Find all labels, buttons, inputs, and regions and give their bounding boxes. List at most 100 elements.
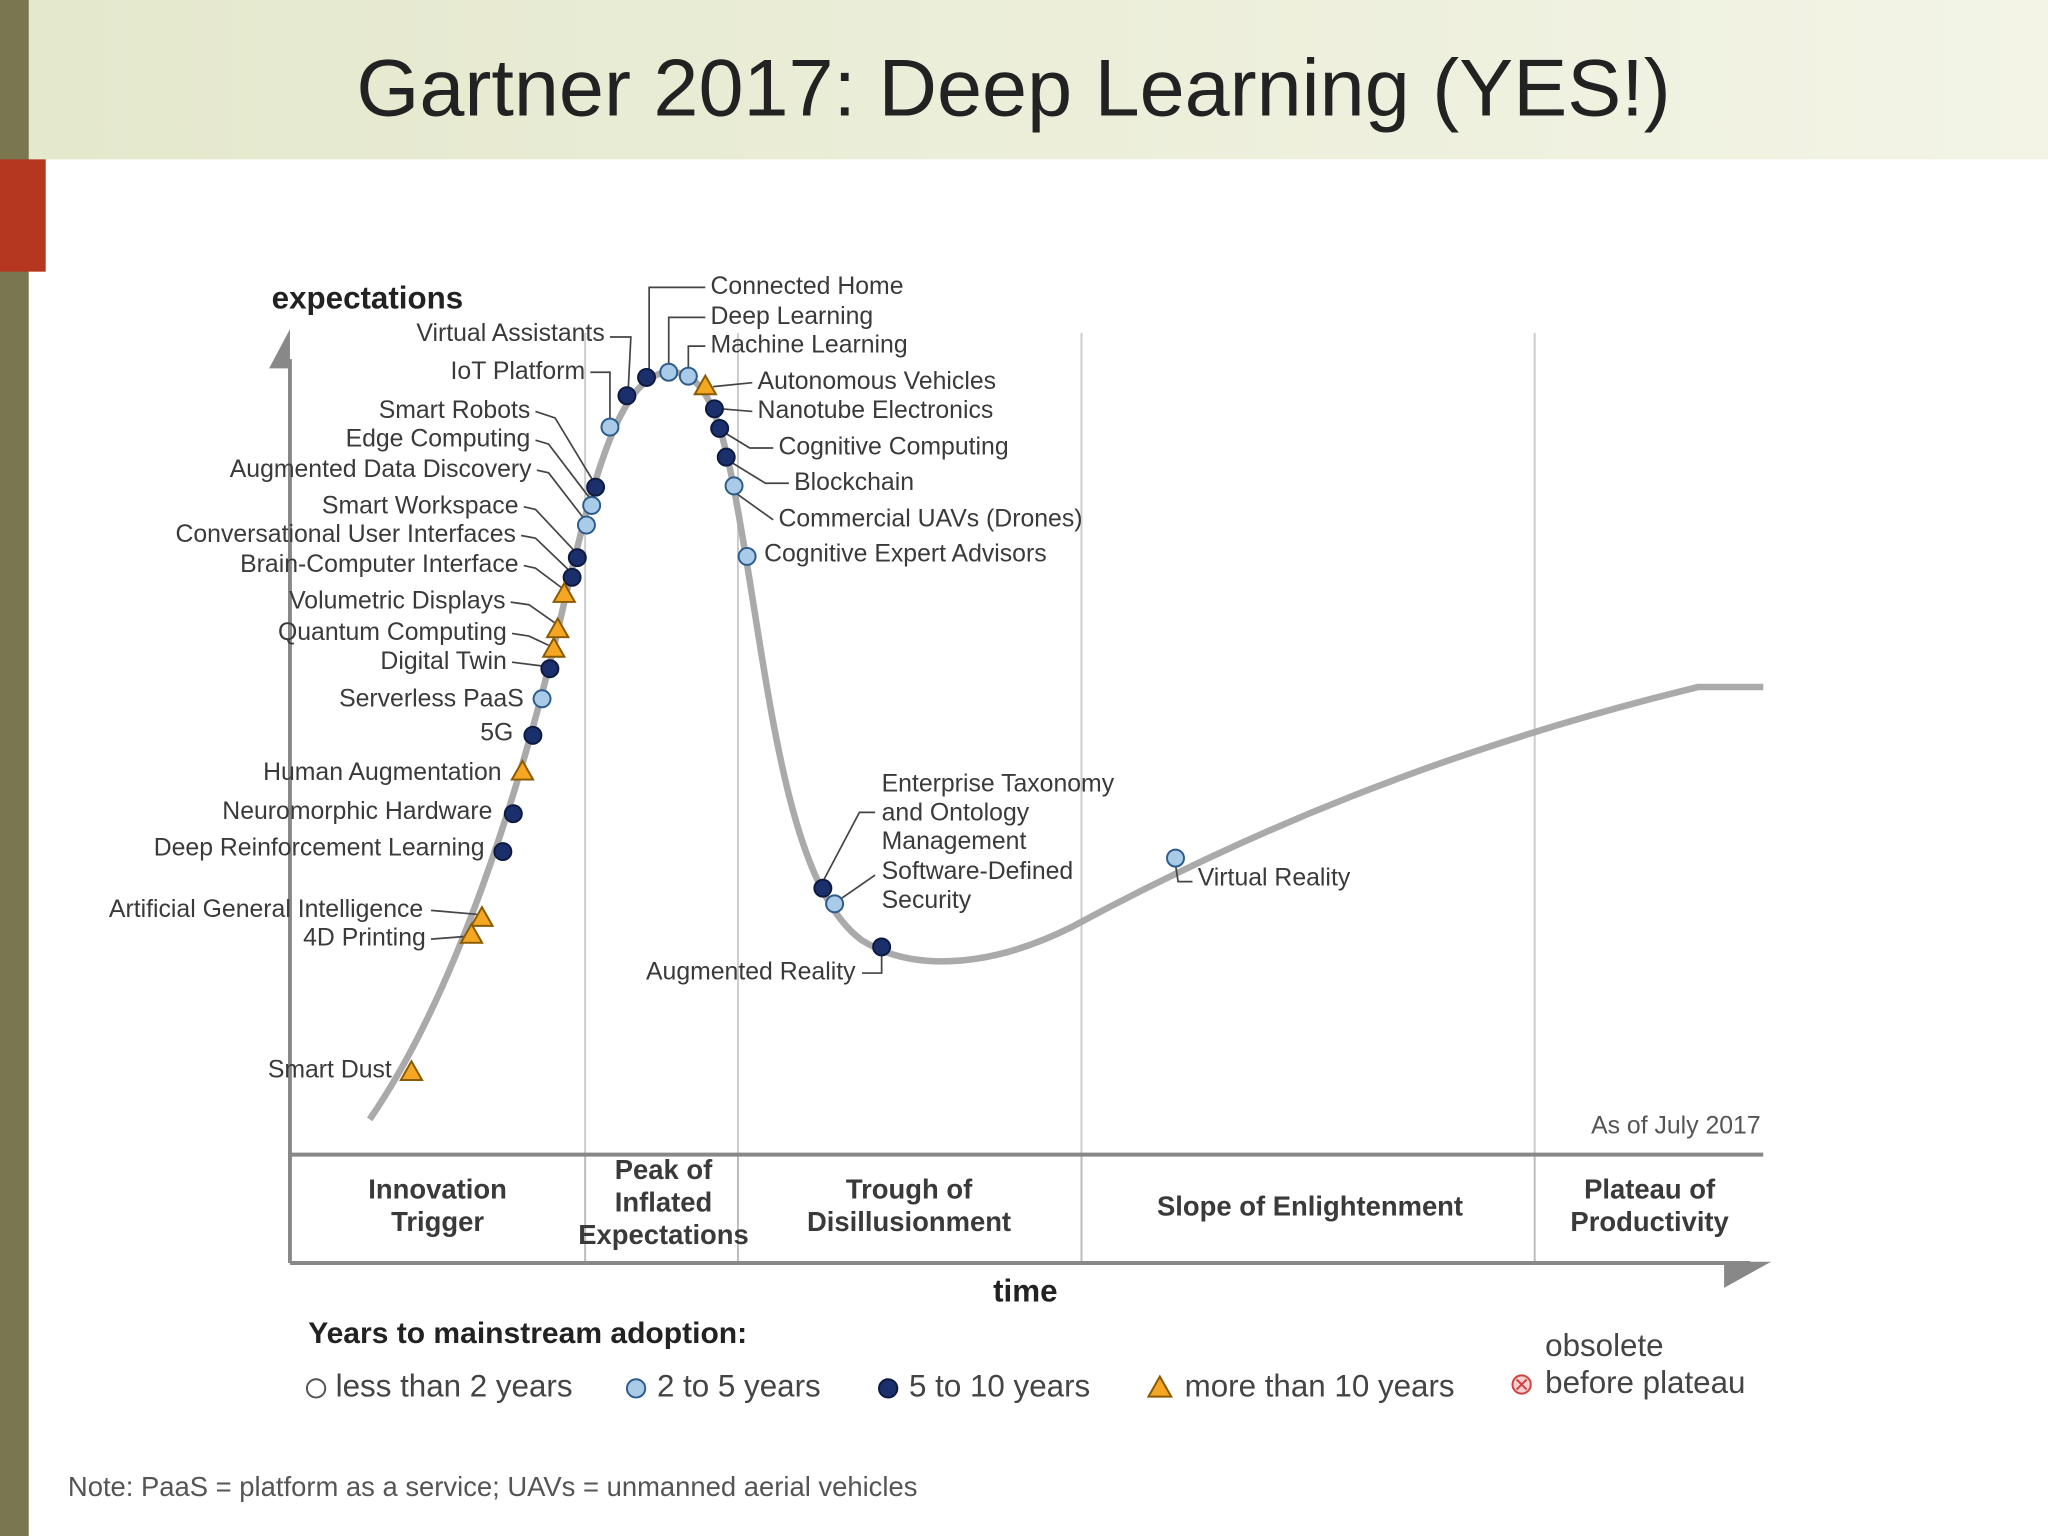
marker-circle	[540, 659, 560, 679]
marker-circle	[716, 447, 736, 467]
legend-label: 5 to 10 years	[909, 1369, 1090, 1404]
leader-line	[840, 874, 876, 900]
marker-triangle	[551, 581, 577, 603]
marker-circle	[523, 725, 543, 745]
marker-triangle	[545, 616, 571, 639]
technology-label: 4D Printing	[303, 925, 426, 952]
leader-line	[713, 381, 753, 388]
marker-circle	[586, 477, 606, 497]
marker-triangle	[693, 373, 718, 396]
slide-title: Gartner 2017: Deep Learning (YES!)	[356, 43, 1670, 133]
leader-line	[520, 534, 571, 572]
leader-line	[511, 632, 549, 646]
technology-label: Deep Learning	[711, 303, 874, 330]
marker-circle	[305, 1378, 327, 1399]
leader-line	[725, 432, 774, 449]
marker-circle	[710, 418, 730, 438]
leader-line	[590, 371, 611, 421]
technology-label: and Ontology	[882, 799, 1030, 826]
technology-label: Management	[882, 828, 1027, 855]
technology-label: Cognitive Expert Advisors	[764, 541, 1047, 568]
legend-label: more than 10 years	[1185, 1369, 1455, 1404]
leader-line	[523, 505, 576, 552]
phase-label: Trigger	[391, 1206, 484, 1237]
leader-line	[536, 469, 585, 520]
technology-label: Volumetric Displays	[289, 588, 505, 615]
phase-label: Plateau of	[1584, 1173, 1716, 1204]
marker-circle	[576, 515, 596, 535]
technology-label: Virtual Assistants	[416, 320, 604, 347]
marker-circle	[1166, 848, 1185, 868]
accent-block	[0, 159, 46, 272]
phase-label: Peak of	[615, 1154, 713, 1185]
leader-line	[687, 345, 706, 370]
marker-circle	[659, 362, 679, 382]
phase-label: Slope of Enlightenment	[1157, 1190, 1463, 1221]
as-of: As of July 2017	[1591, 1113, 1761, 1140]
technology-label: Brain-Computer Interface	[240, 551, 518, 578]
leader-line	[523, 564, 563, 589]
technology-label: Augmented Data Discovery	[230, 456, 532, 483]
technology-label: Nanotube Electronics	[758, 397, 994, 424]
marker-circle	[825, 894, 845, 914]
leader-line	[648, 286, 706, 371]
marker-triangle	[399, 1059, 424, 1081]
marker-triangle	[1146, 1374, 1173, 1398]
marker-circle	[878, 1378, 899, 1399]
phase-label: Expectations	[578, 1219, 749, 1250]
technology-label: Enterprise Taxonomy	[882, 771, 1115, 798]
legend-label: less than 2 years	[336, 1369, 573, 1404]
technology-label: Quantum Computing	[278, 619, 507, 646]
legend-label: before plateau	[1545, 1365, 1745, 1400]
marker-triangle	[459, 922, 484, 944]
leader-line	[430, 935, 466, 940]
legend-label: 2 to 5 years	[657, 1369, 821, 1404]
marker-circle	[600, 417, 620, 437]
x-axis-arrow	[1724, 1261, 1772, 1288]
technology-label: Edge Computing	[346, 426, 531, 453]
marker-circle	[503, 804, 523, 824]
technology-label: Conversational User Interfaces	[175, 521, 515, 548]
marker-circle	[493, 842, 513, 862]
note: Note: PaaS = platform as a service; UAVs…	[68, 1471, 918, 1502]
leader-line	[720, 407, 753, 413]
marker-circle	[637, 367, 656, 387]
technology-label: Human Augmentation	[263, 759, 501, 786]
leader-line	[822, 811, 876, 883]
technology-label: Security	[882, 887, 972, 914]
technology-label: Blockchain	[794, 469, 914, 496]
technology-label: Commercial UAVs (Drones)	[778, 505, 1082, 532]
technology-label: Virtual Reality	[1198, 865, 1351, 892]
marker-circle	[617, 386, 637, 406]
phase-label: Innovation	[368, 1173, 507, 1204]
marker-circle	[704, 399, 724, 419]
marker-triangle	[469, 905, 495, 927]
phase-label: Inflated	[615, 1186, 712, 1217]
leader-line	[862, 953, 883, 974]
leader-line	[535, 439, 592, 500]
leader-line	[736, 493, 774, 521]
leader-line	[510, 601, 556, 624]
marker-circle	[737, 546, 757, 566]
marker-circle	[562, 567, 582, 587]
marker-circle	[532, 689, 552, 709]
technology-label: Autonomous Vehicles	[758, 368, 996, 395]
marker-circle	[724, 476, 744, 496]
marker-circle	[582, 495, 602, 515]
y-axis-label: expectations	[272, 281, 464, 316]
leader-line	[535, 410, 594, 482]
marker-circle	[872, 937, 892, 957]
marker-circle	[813, 878, 833, 898]
leader-line	[609, 336, 632, 390]
technology-label: Connected Home	[711, 273, 904, 300]
marker-triangle	[510, 758, 535, 781]
marker-circle	[625, 1378, 647, 1399]
leader-line	[511, 661, 544, 667]
technology-label: Neuromorphic Hardware	[222, 798, 492, 825]
technology-label: Smart Robots	[379, 397, 531, 424]
phase-label: Trough of	[846, 1173, 973, 1204]
technology-label: Smart Workspace	[322, 492, 519, 519]
technology-label: Cognitive Computing	[778, 434, 1008, 461]
